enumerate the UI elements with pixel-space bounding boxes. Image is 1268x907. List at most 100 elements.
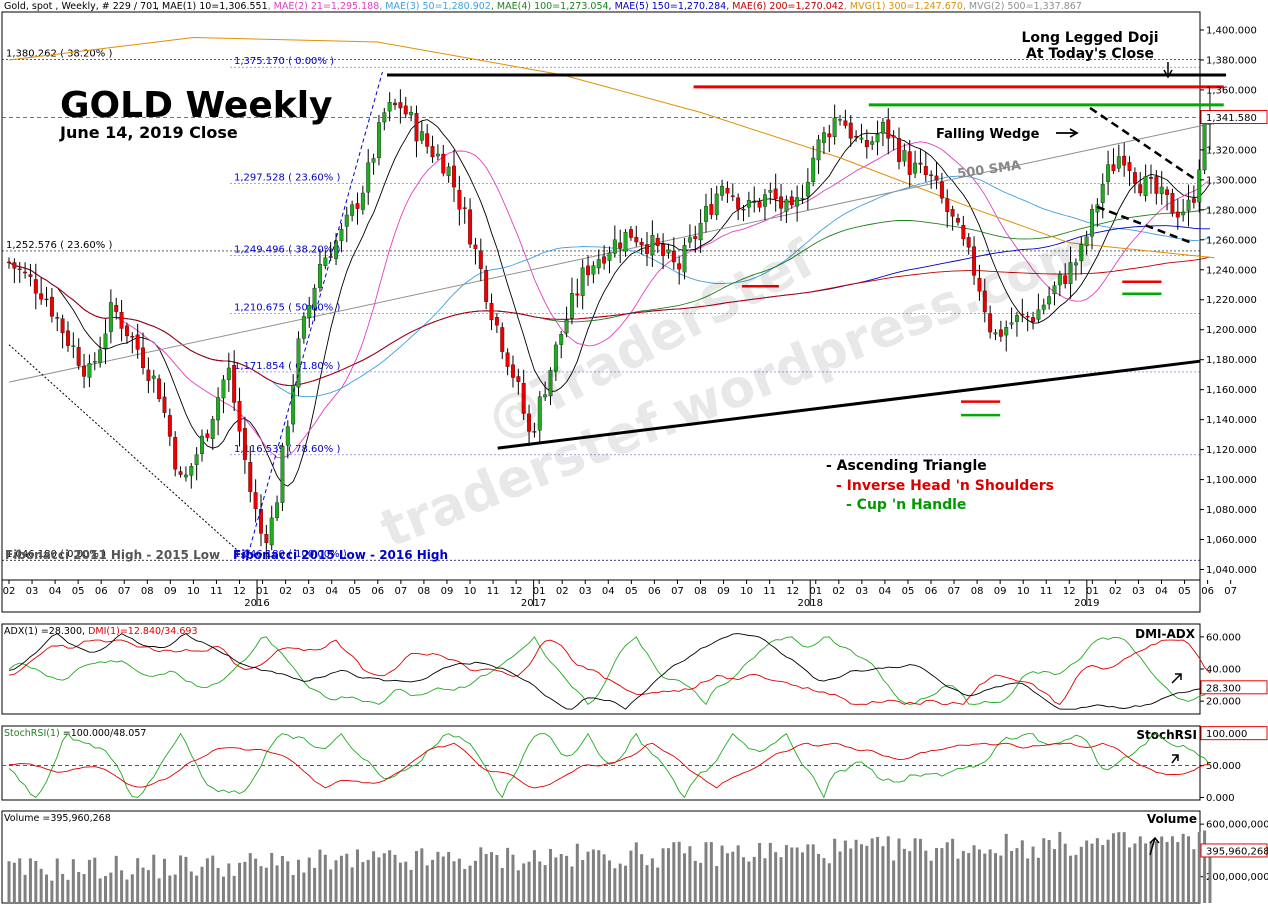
candle-body [301,316,306,339]
volume-bar [1138,836,1142,903]
candle-body [500,327,505,352]
candle-body [1181,211,1186,216]
candle-body [1084,236,1089,247]
candle-body [543,394,548,398]
candle-body [114,305,119,312]
adx-current-tag [1200,680,1268,695]
candle-body [462,207,467,209]
volume-bar [811,844,815,903]
candle-body [355,203,360,209]
candle-body [1154,176,1159,194]
candle-body [457,189,462,210]
candle-body [1057,273,1062,286]
volume-bar [581,859,585,903]
month-label: 04 [879,586,892,597]
volume-bar [833,838,837,903]
candle-body [419,131,424,141]
volume-bar [1085,840,1089,903]
candle-body [650,235,655,256]
volume-bar [479,847,483,903]
adx-current-label: 28.300 [1206,683,1241,694]
month-label: 06 [95,586,108,597]
wedge-arrow [1056,128,1079,138]
volume-bar [1026,858,1030,903]
volume-bar [18,858,22,903]
ma-line-200 [8,256,1211,386]
fib-left-label: 1,046.180 ( 0.00% ) [6,549,106,560]
candle-body [779,196,783,209]
volume-bar [1203,830,1207,903]
volume-bar [1036,857,1040,903]
candle-body [1132,172,1137,184]
candle-body [33,279,38,294]
candle-body [875,134,880,143]
volume-bar [1117,832,1121,903]
candle-body [821,132,826,143]
candle-body [366,162,371,193]
volume-bar [109,872,113,903]
candle-body [108,302,113,332]
candle-body [1047,296,1052,305]
volume-bar [200,866,204,903]
candle-body [285,426,290,446]
volume-bar [618,863,622,903]
candle-body [66,330,70,346]
volume-bar [683,853,687,903]
candle-body [1159,186,1164,195]
volume-bar [1042,838,1046,903]
header-ma-item: , MVG(1) 300=1,247.670 [844,1,963,12]
candle-body [376,122,381,159]
candle-body [125,325,129,337]
candle-body [269,517,274,546]
candle-body [913,162,918,174]
price-tick-label: 1,060.000 [1206,535,1257,546]
volume-bar [1090,843,1094,903]
year-label: 2016 [244,598,269,609]
candle-body [135,334,140,350]
subtitle: June 14, 2019 Close [59,123,238,142]
volume-bar [613,868,617,903]
volume-bar [929,860,933,903]
candle-body [1100,183,1105,203]
volume-bar [500,867,504,903]
candle-body [130,336,135,338]
candle-body [237,401,242,432]
header-symbol: Gold, spot , Weekly, # 229 / 701 [4,1,158,12]
month-label: 05 [625,586,638,597]
candle-body [832,117,837,138]
candle-body [441,153,446,174]
month-label: 01 [1086,586,1099,597]
adx-panel: ADX(1) =28.300, DMI(1)=12.840/34.693 DMI-… [4,626,1268,710]
volume-bar [1052,849,1056,903]
volume-tick-label: 600,000,000 [1206,820,1268,831]
price-tick-label: 1,400.000 [1206,25,1257,36]
fib-right-label: 1,171.854 ( 61.80% ) [234,361,340,372]
adx-label-part: =28.300 [41,626,82,637]
price-tick-label: 1,320.000 [1206,145,1257,156]
price-tick-label: 1,040.000 [1206,565,1257,576]
volume-bar [280,855,284,903]
candle-body [687,237,692,243]
candle-body [1191,198,1196,203]
volume-bar [66,879,70,903]
year-label: 2018 [797,598,822,609]
candle-body [864,140,869,148]
volume-bar [130,874,134,903]
volume-bar [870,838,874,903]
volume-bar [945,842,949,903]
candle-body [843,120,848,126]
volume-bar [184,856,188,903]
candle-body [564,319,569,334]
fib-right-title: Fibonacci 2015 Low - 2016 High [233,548,448,562]
volume-bar [817,853,821,903]
volume-bar [409,869,413,903]
month-label: 12 [510,586,523,597]
adx-label-part: ADX(1) [4,626,38,637]
volume-bar [28,858,32,903]
candle-body [934,175,939,181]
candle-body [972,246,977,276]
candle-body [157,378,162,400]
candle-body [398,102,403,109]
month-label: 08 [971,586,984,597]
candle-body [382,112,387,123]
